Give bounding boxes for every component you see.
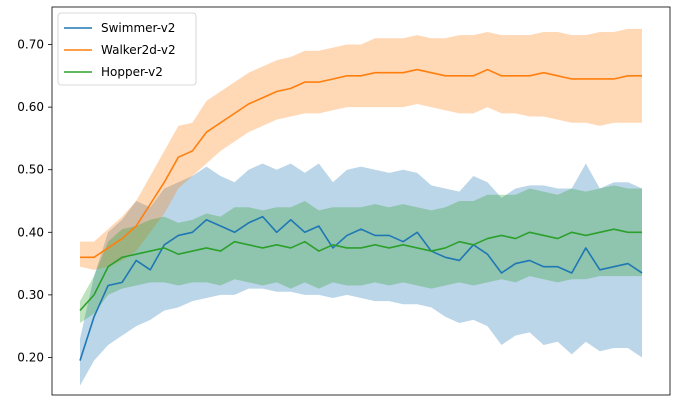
legend-label-hopper-v2: Hopper-v2 [101,65,163,79]
y-tick-label: 0.70 [17,38,44,52]
legend: Swimmer-v2 Walker2d-v2 Hopper-v2 [57,12,197,86]
y-tick-label: 0.50 [17,163,44,177]
y-tick-label: 0.60 [17,100,44,114]
band-walker2d-v2 [80,28,642,270]
legend-box [57,12,197,86]
line-swimmer-v2 [79,215,643,361]
line-hopper-v2 [79,228,642,312]
plot-frame [51,6,671,396]
legend-label-swimmer-v2: Swimmer-v2 [101,21,175,35]
line-walker2d-v2 [80,68,642,259]
y-axis: 0.20 0.30 0.40 0.50 0.60 0.70 [17,38,52,364]
series-lines [79,68,643,361]
y-tick-label: 0.40 [17,225,44,239]
confidence-bands [80,28,642,386]
band-swimmer-v2 [80,163,642,386]
band-hopper-v2 [80,185,642,324]
y-tick-label: 0.30 [17,288,44,302]
legend-label-walker2d-v2: Walker2d-v2 [101,43,176,57]
y-tick-label: 0.20 [17,350,44,364]
